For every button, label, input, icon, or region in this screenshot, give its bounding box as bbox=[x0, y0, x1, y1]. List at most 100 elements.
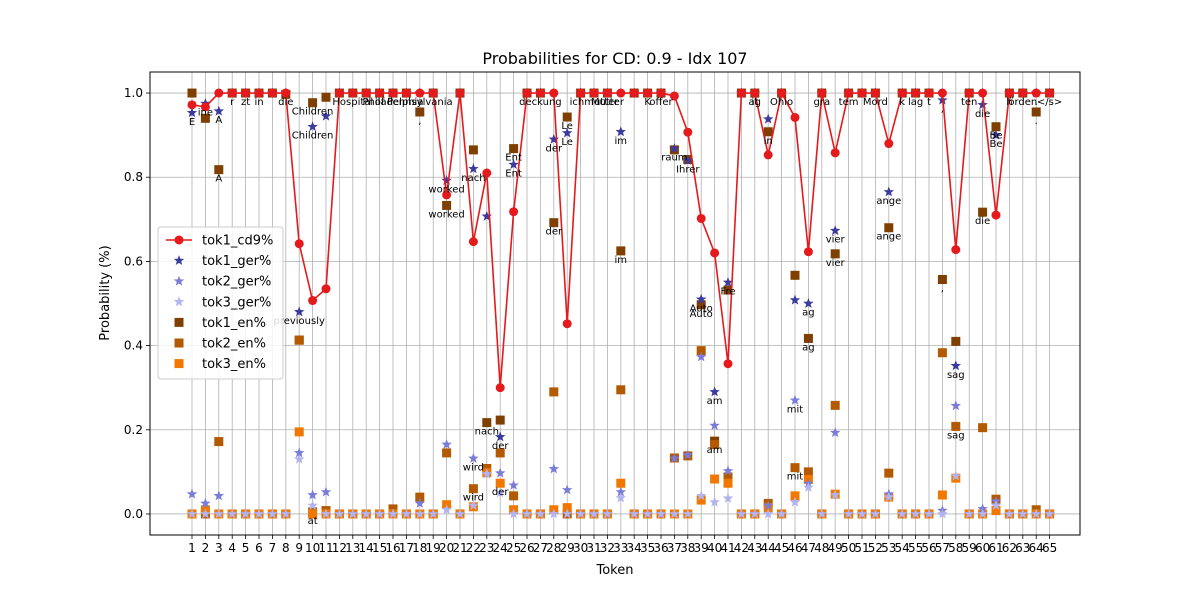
data-point-tok1_cd9% bbox=[884, 139, 894, 149]
data-point-tok3_ger% bbox=[870, 508, 881, 519]
legend-marker bbox=[174, 317, 184, 327]
token-annotation: , bbox=[418, 116, 421, 127]
data-point-tok1_ger% bbox=[762, 113, 774, 124]
token-annotation: ag bbox=[802, 308, 814, 319]
data-point-tok1_ger% bbox=[561, 127, 573, 138]
data-point-tok1_en% bbox=[308, 98, 318, 108]
data-point-tok2_ger% bbox=[615, 486, 627, 497]
data-point-tok1_ger% bbox=[293, 306, 305, 317]
data-point-tok1_en% bbox=[696, 300, 706, 310]
data-point-tok1_ger% bbox=[494, 431, 506, 442]
data-point-tok1_ger% bbox=[186, 107, 198, 118]
token-annotation: sag bbox=[947, 370, 965, 381]
data-point-tok2_en% bbox=[710, 440, 720, 450]
token-annotation: zt bbox=[241, 97, 250, 108]
x-tick-label: 46 bbox=[787, 541, 802, 555]
legend-label: tok2_en% bbox=[202, 337, 266, 352]
data-point-tok1_cd9% bbox=[1018, 88, 1028, 98]
data-point-tok3_ger% bbox=[253, 508, 265, 519]
token-annotation: der bbox=[545, 227, 563, 238]
data-point-tok3_ger% bbox=[293, 453, 305, 464]
data-point-tok2_en% bbox=[937, 348, 947, 358]
data-point-tok3_ger% bbox=[267, 508, 278, 519]
data-point-tok1_en% bbox=[790, 270, 800, 280]
token-annotation: Le bbox=[561, 137, 573, 148]
data-point-tok3_ger% bbox=[749, 508, 761, 519]
data-point-tok1_cd9% bbox=[482, 168, 492, 178]
x-tick-label: 23 bbox=[479, 541, 494, 555]
data-point-tok2_ger% bbox=[200, 497, 211, 508]
data-point-tok3_ger% bbox=[937, 508, 948, 519]
y-tick-label: 0.0 bbox=[124, 507, 143, 521]
token-annotation: tem bbox=[839, 97, 859, 108]
data-point-tok1_cd9% bbox=[870, 88, 880, 98]
data-point-tok1_cd9% bbox=[200, 102, 210, 112]
data-point-tok3_ger% bbox=[226, 508, 238, 519]
data-point-tok1_en% bbox=[495, 415, 505, 425]
data-point-tok1_cd9% bbox=[281, 88, 291, 98]
chart-marks bbox=[186, 87, 1055, 519]
data-point-tok3_en% bbox=[616, 478, 626, 488]
data-point-tok1_cd9% bbox=[656, 88, 666, 98]
data-point-tok2_en% bbox=[830, 400, 840, 410]
data-point-tok3_ger% bbox=[387, 508, 399, 519]
token-annotation: Pennsylvania bbox=[387, 97, 453, 108]
token-annotation: deckung bbox=[519, 97, 562, 108]
data-point-tok3_ger% bbox=[494, 487, 506, 498]
data-point-tok3_ger% bbox=[347, 508, 359, 519]
x-tick-label: 50 bbox=[841, 541, 856, 555]
data-point-tok1_cd9% bbox=[830, 148, 840, 158]
legend-label: tok2_ger% bbox=[202, 275, 271, 290]
x-tick-label: 51 bbox=[854, 541, 869, 555]
data-point-tok1_cd9% bbox=[589, 88, 599, 98]
token-annotation: wird bbox=[463, 493, 484, 504]
data-point-tok3_ger% bbox=[481, 468, 493, 479]
data-point-tok1_cd9% bbox=[857, 88, 867, 98]
y-tick-label: 1.0 bbox=[124, 86, 143, 100]
data-point-tok3_ger% bbox=[360, 508, 372, 519]
data-point-tok2_en% bbox=[495, 448, 505, 458]
data-point-tok1_ger% bbox=[977, 99, 988, 110]
data-point-tok2_ger% bbox=[548, 463, 560, 474]
legend: tok1_cd9% tok1_ger% tok2_ger% tok3_ger% tok1… bbox=[157, 226, 284, 380]
data-point-tok1_cd9% bbox=[736, 88, 746, 98]
legend-item: tok2_ger% bbox=[173, 275, 271, 290]
x-tick-label: 33 bbox=[613, 541, 628, 555]
data-point-tok1_en% bbox=[803, 333, 813, 343]
data-point-tok1_en% bbox=[549, 218, 559, 228]
data-point-tok1_en% bbox=[442, 200, 452, 210]
data-point-tok1_en% bbox=[509, 144, 519, 154]
data-point-tok3_en% bbox=[696, 495, 706, 505]
data-point-tok1_ger% bbox=[829, 225, 841, 236]
data-point-tok3_ger% bbox=[240, 508, 251, 519]
data-point-tok3_en% bbox=[937, 490, 947, 500]
data-point-tok1_en% bbox=[214, 165, 224, 175]
data-point-tok3_ger% bbox=[320, 508, 332, 519]
data-point-tok3_ger% bbox=[816, 508, 828, 519]
data-point-tok1_en% bbox=[830, 249, 840, 259]
token-annotation: Hospital bbox=[332, 97, 373, 108]
data-point-tok3_ger% bbox=[334, 508, 345, 519]
data-point-tok3_ger% bbox=[561, 508, 573, 519]
data-point-tok3_ger% bbox=[762, 508, 774, 519]
data-point-tok1_cd9% bbox=[428, 88, 438, 98]
data-point-tok3_ger% bbox=[1030, 508, 1042, 519]
data-point-tok2_ger% bbox=[762, 500, 774, 510]
token-annotation: Be bbox=[989, 139, 1002, 150]
data-point-tok2_ger% bbox=[494, 467, 506, 478]
data-point-tok3_ger% bbox=[535, 508, 546, 519]
data-point-tok1_cd9% bbox=[991, 210, 1001, 220]
x-tick-label: 43 bbox=[747, 541, 762, 555]
token-annotation: , bbox=[941, 284, 944, 295]
token-annotation: der bbox=[492, 487, 510, 498]
data-point-tok2_ger% bbox=[709, 420, 720, 431]
data-point-tok3_ger% bbox=[548, 508, 560, 519]
token-annotation: K bbox=[644, 97, 651, 108]
data-point-tok1_cd9% bbox=[978, 88, 988, 98]
data-point-tok3_en% bbox=[790, 491, 800, 501]
data-point-tok3_ger% bbox=[829, 489, 841, 500]
token-annotation: worked bbox=[428, 209, 464, 220]
x-tick-label: 12 bbox=[332, 541, 347, 555]
data-point-tok3_ger% bbox=[722, 492, 734, 503]
data-point-tok1_cd9% bbox=[468, 237, 478, 247]
